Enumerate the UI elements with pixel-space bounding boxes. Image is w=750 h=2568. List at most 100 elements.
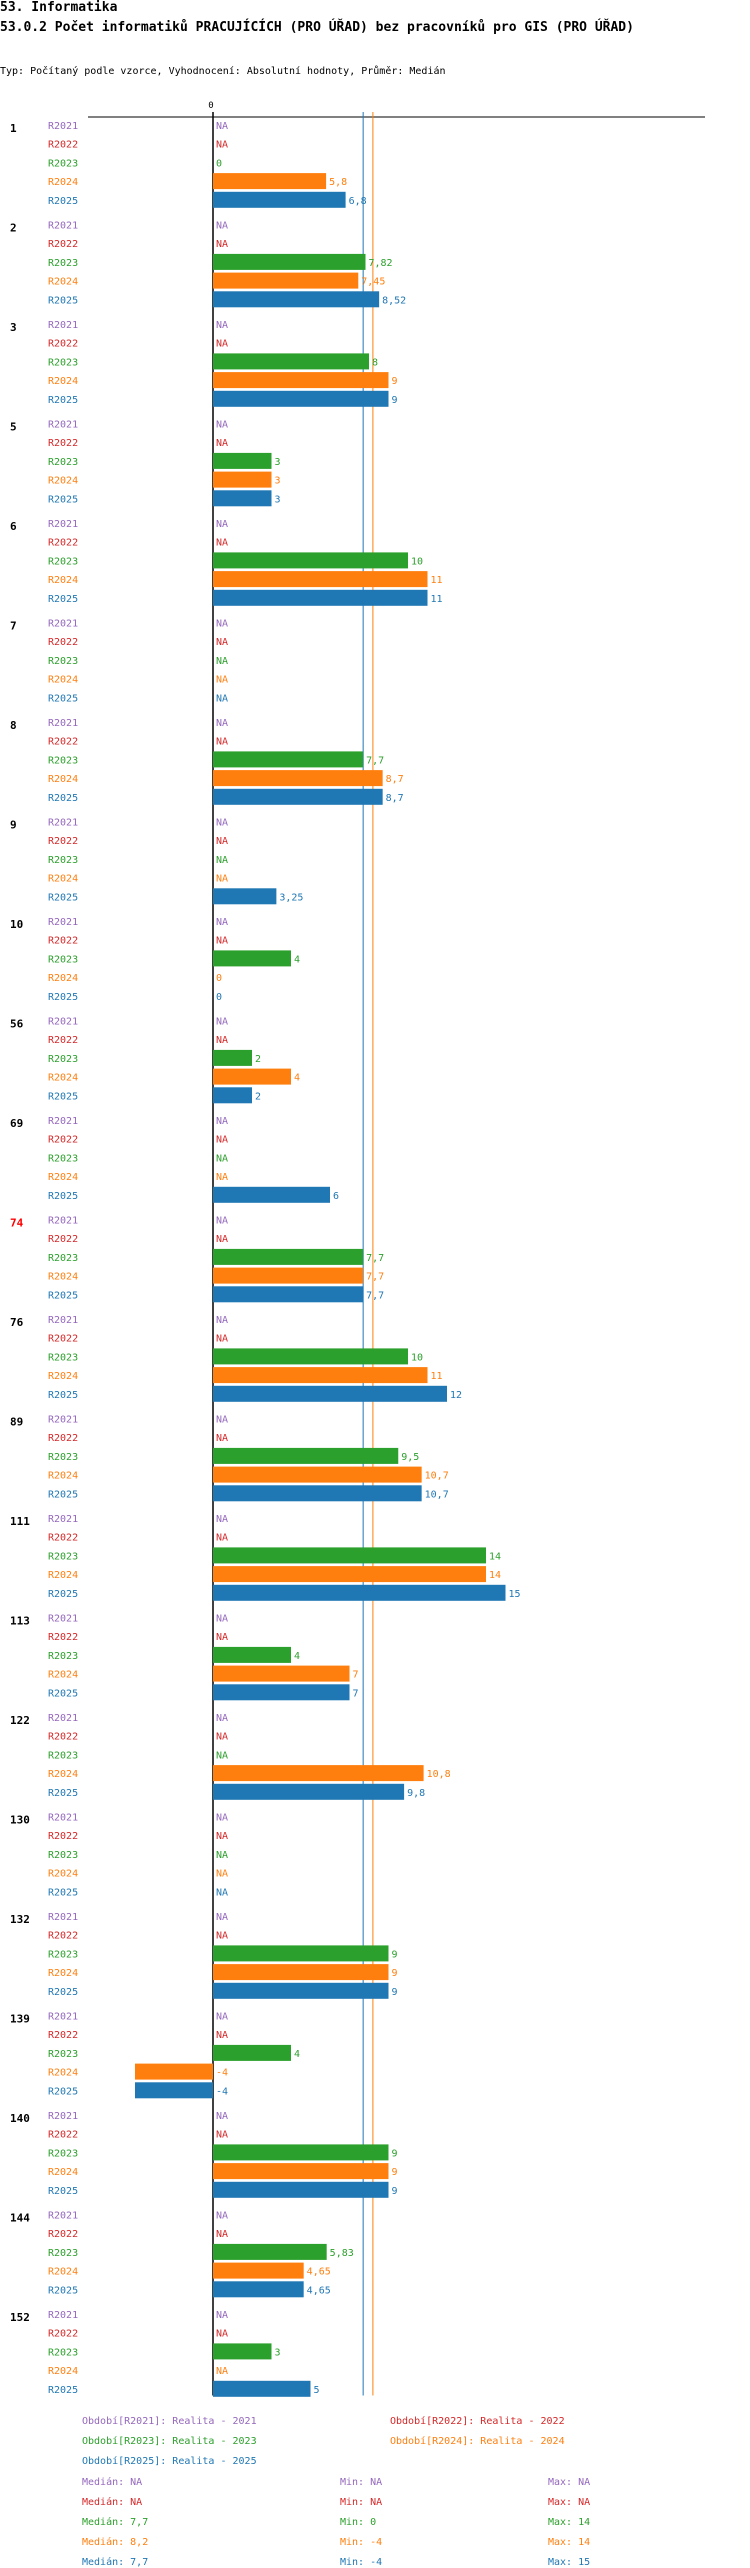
stat-median-r2023: Medián: 7,7	[82, 2517, 149, 2528]
series-label: R2025	[48, 1788, 78, 1799]
na-label: NA	[216, 2229, 228, 2240]
stat-median-r2021: Medián: NA	[82, 2477, 143, 2488]
value-label: 7,7	[366, 1253, 384, 1264]
bar	[213, 950, 291, 967]
bar	[213, 390, 389, 407]
group-label: 5	[10, 421, 17, 434]
group-label: 89	[10, 1416, 23, 1429]
value-label: 10,7	[425, 1471, 449, 1482]
na-label: NA	[216, 221, 228, 232]
na-label: NA	[216, 239, 228, 250]
series-label: R2025	[48, 1887, 78, 1898]
bar	[213, 1049, 252, 1066]
series-label: R2022	[48, 140, 78, 151]
legend-item-r2024: Období[R2024]: Realita - 2024	[390, 2436, 565, 2447]
na-label: NA	[216, 538, 228, 549]
group-label: 10	[10, 918, 23, 931]
na-label: NA	[216, 637, 228, 648]
bar	[213, 571, 428, 588]
value-label: 14	[489, 1551, 501, 1562]
bar	[213, 1466, 422, 1483]
series-label: R2025	[48, 693, 78, 704]
na-label: NA	[216, 1533, 228, 1544]
stat-max-r2023: Max: 14	[548, 2517, 591, 2528]
group-label: 132	[10, 1913, 30, 1926]
na-label: NA	[216, 1514, 228, 1525]
series-label: R2024	[48, 476, 78, 487]
na-label: NA	[216, 917, 228, 928]
series-label: R2021	[48, 1116, 78, 1127]
bar	[213, 1485, 422, 1502]
value-label: 5,83	[330, 2248, 354, 2259]
series-label: R2025	[48, 992, 78, 1003]
series-label: R2022	[48, 1732, 78, 1743]
bar	[213, 1267, 364, 1284]
series-label: R2021	[48, 917, 78, 928]
stat-min-r2024: Min: -4	[340, 2537, 383, 2548]
na-label: NA	[216, 420, 228, 431]
na-label: NA	[216, 1234, 228, 1245]
series-label: R2023	[48, 2347, 78, 2358]
series-label: R2021	[48, 221, 78, 232]
series-label: R2024	[48, 774, 78, 785]
bar	[213, 770, 383, 787]
value-label: 6,8	[349, 196, 367, 207]
series-label: R2023	[48, 755, 78, 766]
series-label: R2022	[48, 936, 78, 947]
na-label: NA	[216, 1433, 228, 1444]
series-label: R2024	[48, 1769, 78, 1780]
value-label: 7,7	[366, 755, 384, 766]
value-label: 4	[294, 1651, 300, 1662]
series-label: R2024	[48, 1670, 78, 1681]
na-label: NA	[216, 619, 228, 630]
group-label: 1	[10, 122, 17, 135]
bar	[213, 788, 383, 805]
series-label: R2024	[48, 177, 78, 188]
na-label: NA	[216, 2111, 228, 2122]
bar	[213, 751, 364, 768]
na-label: NA	[216, 2012, 228, 2023]
bar	[213, 490, 272, 507]
series-label: R2023	[48, 1054, 78, 1065]
bar	[213, 2281, 304, 2298]
series-label: R2025	[48, 594, 78, 605]
value-label: 11	[431, 1371, 443, 1382]
series-label: R2021	[48, 420, 78, 431]
stat-min-r2021: Min: NA	[340, 2477, 383, 2488]
series-label: R2021	[48, 519, 78, 530]
value-label: 6	[333, 1191, 339, 1202]
na-label: NA	[216, 1813, 228, 1824]
series-label: R2021	[48, 2012, 78, 2023]
legend-item-r2021: Období[R2021]: Realita - 2021	[82, 2416, 257, 2427]
value-label: 7,7	[366, 1272, 384, 1283]
chart-type-info: Typ: Počítaný podle vzorce, Vyhodnocení:…	[0, 66, 446, 77]
na-label: NA	[216, 1632, 228, 1643]
bar	[213, 1186, 330, 1203]
value-label: 8,7	[386, 793, 404, 804]
series-label: R2024	[48, 1570, 78, 1581]
value-label: 9	[392, 1968, 398, 1979]
bar	[213, 173, 327, 190]
na-label: NA	[216, 1017, 228, 1028]
series-label: R2021	[48, 1813, 78, 1824]
series-label: R2025	[48, 395, 78, 406]
na-label: NA	[216, 1614, 228, 1625]
series-label: R2024	[48, 1471, 78, 1482]
bar	[213, 1584, 506, 1601]
na-label: NA	[216, 1831, 228, 1842]
bar-chart: 0 1 R2021 NA R2022 NA R2023 0 R2024 5,8 R2025 6,8 2 R…	[10, 101, 705, 2397]
series-label: R2022	[48, 1135, 78, 1146]
bar	[213, 1783, 405, 1800]
na-label: NA	[216, 1750, 228, 1761]
stat-min-r2025: Min: -4	[340, 2557, 383, 2568]
bar	[213, 589, 428, 606]
series-label: R2023	[48, 556, 78, 567]
na-label: NA	[216, 874, 228, 885]
series-label: R2024	[48, 1272, 78, 1283]
chart-subtitle: 53.0.2 Počet informatiků PRACUJÍCÍCH (PR…	[0, 20, 634, 35]
bar	[213, 1348, 408, 1365]
group-label: 9	[10, 819, 17, 832]
value-label: 9	[392, 2167, 398, 2178]
na-label: NA	[216, 1334, 228, 1345]
bar	[213, 1684, 350, 1701]
